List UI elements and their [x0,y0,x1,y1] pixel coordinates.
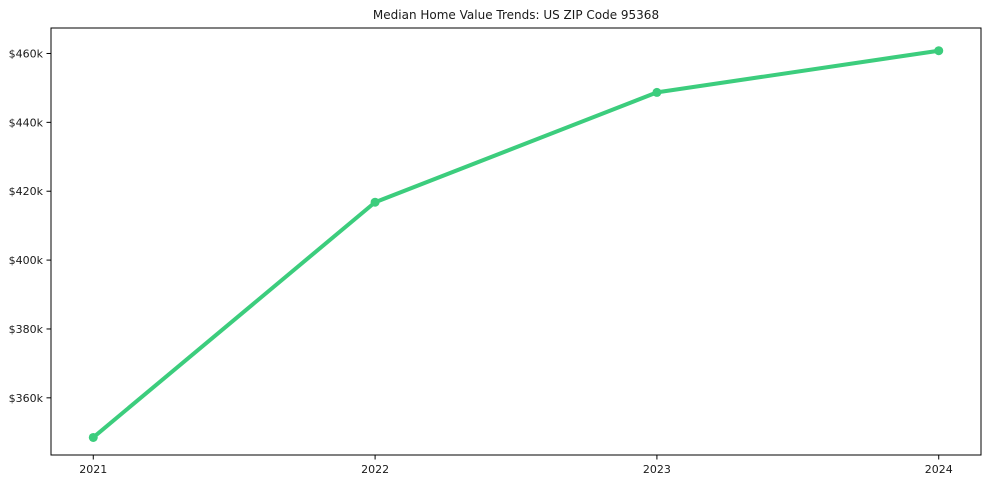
x-axis-tick-label: 2021 [79,463,107,476]
x-axis-tick-label: 2022 [361,463,389,476]
x-axis-tick-label: 2023 [643,463,671,476]
data-point-marker [652,87,662,97]
data-point-marker [370,197,380,207]
y-axis-tick-label: $360k [9,392,44,405]
y-axis-tick-label: $380k [9,323,44,336]
y-axis-tick-label: $460k [9,47,44,60]
data-point-marker [88,432,98,442]
x-axis-tick-label: 2024 [925,463,953,476]
y-axis-tick-label: $400k [9,254,44,267]
data-line [91,48,941,440]
y-axis-tick-label: $440k [9,116,44,129]
y-axis-tick-label: $420k [9,185,44,198]
plot-border [50,27,982,456]
data-point-marker [934,46,944,56]
chart-title: Median Home Value Trends: US ZIP Code 95… [372,8,660,22]
